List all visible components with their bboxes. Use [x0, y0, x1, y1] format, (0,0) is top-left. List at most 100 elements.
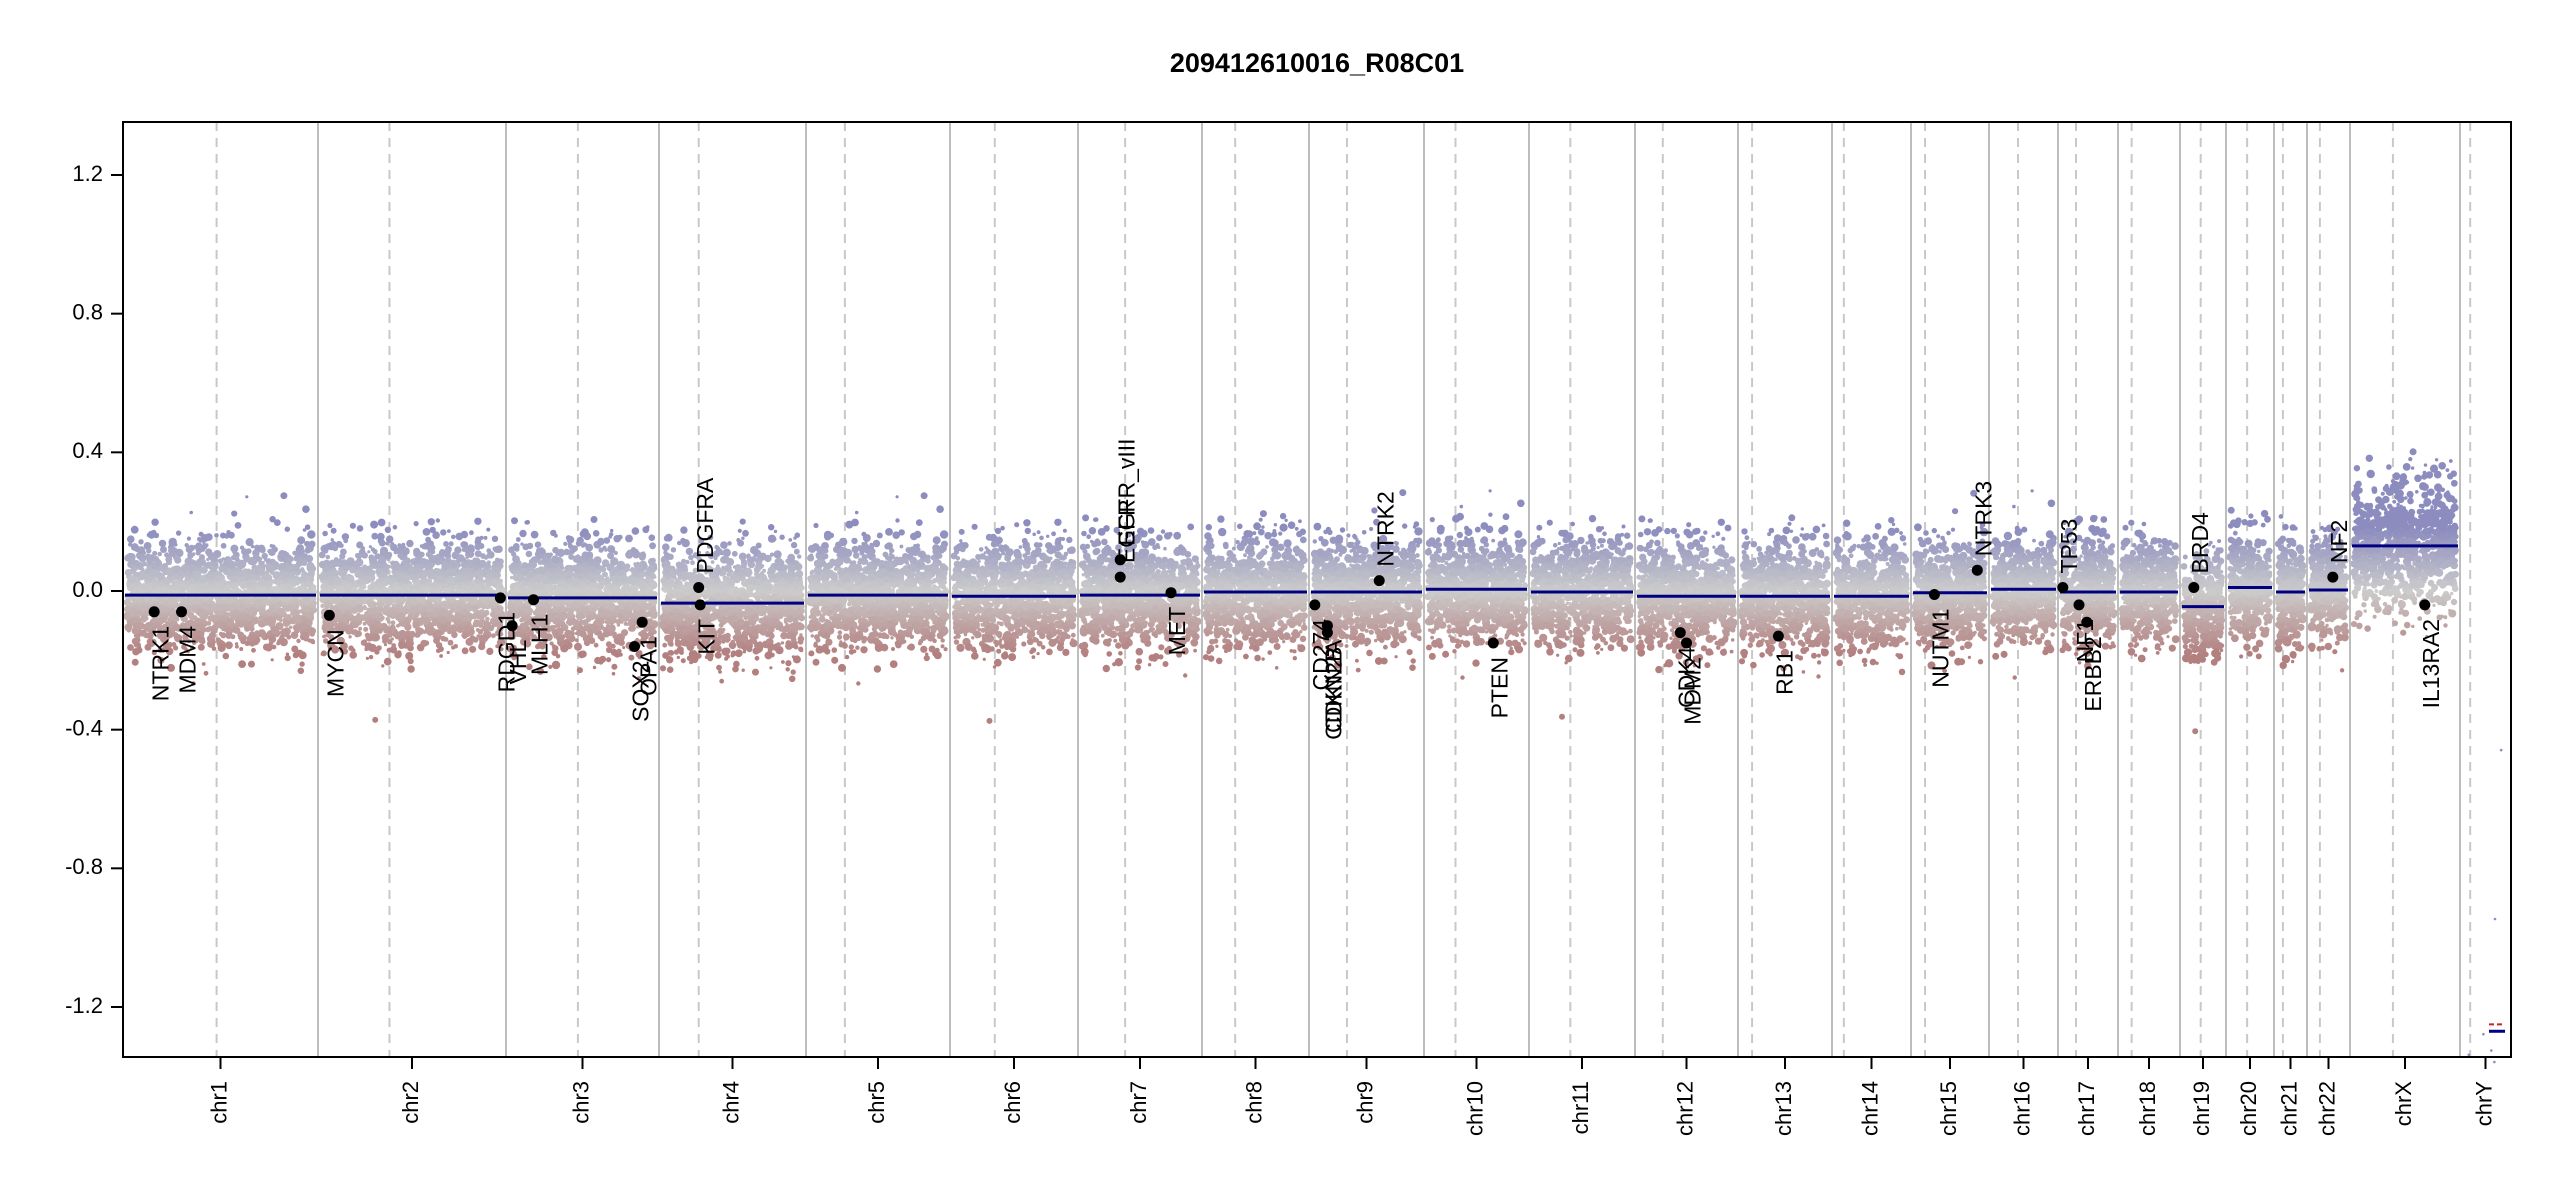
probe-point	[587, 572, 595, 581]
probe-point	[610, 546, 616, 552]
probe-point	[357, 558, 362, 563]
probe-point	[257, 567, 264, 575]
probe-point	[591, 639, 596, 644]
probe-point	[439, 557, 444, 562]
probe-point	[460, 615, 468, 622]
probe-point	[278, 562, 286, 570]
probe-point	[212, 640, 216, 644]
probe-point	[386, 602, 390, 607]
probe-point	[564, 629, 573, 639]
probe-point	[236, 552, 240, 556]
probe-point	[228, 603, 236, 611]
probe-point	[391, 569, 396, 575]
probe-point	[174, 556, 182, 564]
probe-point	[322, 544, 330, 551]
probe-point	[385, 535, 394, 543]
probe-point	[165, 621, 170, 626]
probe-point	[160, 546, 167, 553]
probe-point	[281, 571, 287, 577]
probe-point	[184, 557, 193, 566]
probe-point	[363, 614, 367, 618]
probe-point	[318, 551, 326, 559]
probe-point	[799, 633, 803, 637]
probe-point	[272, 546, 278, 553]
probe-point	[234, 556, 240, 562]
probe-point	[140, 615, 147, 623]
probe-point	[465, 555, 469, 559]
probe-point	[511, 517, 518, 525]
probe-point	[355, 598, 363, 605]
probe-point	[290, 570, 296, 576]
probe-point	[467, 598, 475, 605]
probe-point	[153, 631, 157, 635]
probe-point	[526, 542, 534, 550]
probe-point	[606, 624, 613, 630]
probe-point	[343, 598, 349, 603]
probe-point	[279, 630, 285, 636]
probe-point	[197, 643, 205, 651]
probe-point	[645, 525, 650, 530]
probe-point	[434, 582, 441, 589]
probe-point	[390, 543, 398, 552]
probe-point	[300, 567, 305, 571]
probe-point	[370, 547, 376, 552]
probe-point	[162, 562, 169, 569]
probe-point	[616, 633, 623, 640]
probe-point	[223, 586, 229, 592]
probe-point	[430, 555, 439, 564]
probe-point	[647, 582, 651, 587]
probe-point	[190, 598, 195, 603]
probe-point	[213, 581, 221, 589]
probe-point	[607, 552, 615, 560]
probe-point	[462, 630, 467, 635]
probe-point	[179, 581, 183, 585]
probe-point	[325, 570, 331, 577]
probe-point	[552, 630, 559, 637]
probe-point	[254, 639, 259, 644]
probe-point	[590, 614, 595, 619]
probe-point	[381, 664, 385, 668]
probe-point	[362, 621, 367, 626]
probe-point	[425, 543, 431, 548]
probe-point	[300, 559, 308, 567]
probe-point	[351, 630, 356, 635]
probe-point	[613, 551, 618, 555]
probe-point	[340, 548, 347, 556]
probe-point	[185, 545, 194, 554]
probe-point	[425, 560, 429, 564]
probe-point	[130, 570, 134, 575]
probe-point	[625, 550, 634, 559]
probe-point	[377, 518, 386, 527]
probe-point	[581, 602, 587, 607]
probe-point	[306, 563, 314, 571]
probe-point	[592, 665, 597, 670]
probe-point	[462, 634, 468, 639]
probe-point	[265, 597, 270, 602]
probe-point	[367, 577, 373, 583]
probe-point	[455, 574, 463, 583]
probe-point	[401, 547, 410, 556]
probe-point	[462, 544, 466, 548]
probe-point	[302, 553, 308, 559]
probe-point	[378, 539, 386, 547]
probe-point	[337, 598, 342, 603]
probe-point	[200, 566, 208, 574]
probe-point	[325, 554, 330, 560]
probe-point	[148, 554, 155, 561]
probe-point	[361, 552, 368, 559]
probe-point	[343, 603, 350, 609]
probe-point	[363, 617, 368, 622]
probe-point	[328, 563, 334, 569]
probe-point	[602, 545, 607, 550]
probe-point	[541, 555, 549, 563]
probe-point	[459, 622, 464, 627]
probe-point	[234, 642, 239, 646]
probe-point	[269, 544, 274, 548]
probe-point	[551, 660, 561, 670]
probe-point	[480, 628, 484, 632]
probe-point	[420, 639, 428, 647]
probe-point	[360, 546, 366, 551]
probe-point	[250, 544, 255, 549]
probe-point	[285, 604, 293, 612]
probe-point	[439, 616, 447, 624]
